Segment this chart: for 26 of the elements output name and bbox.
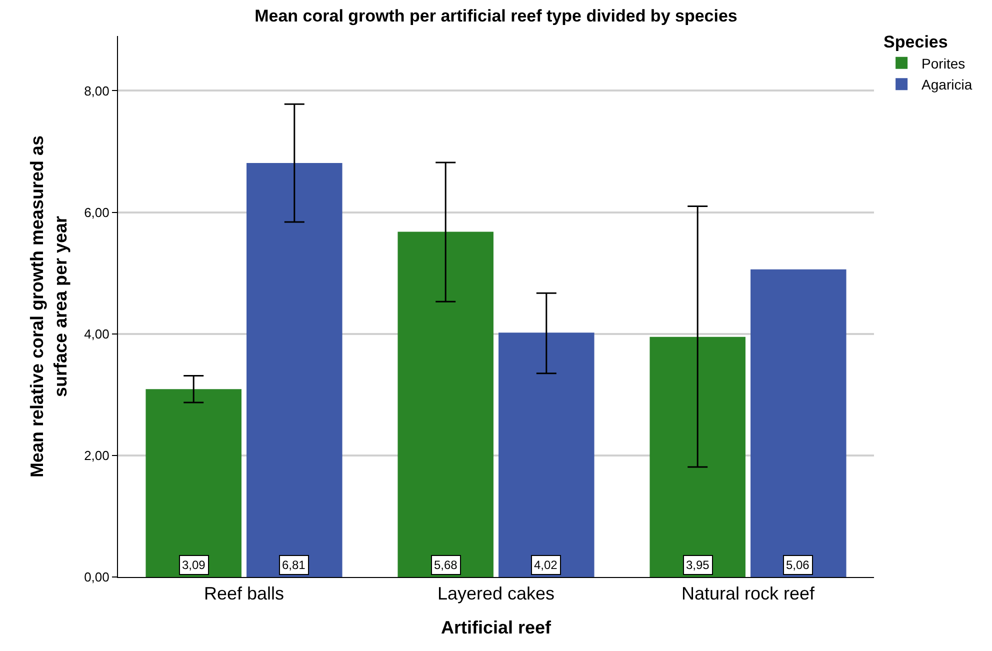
data-label: 3,09 [182, 558, 206, 572]
legend-label: Porites [922, 55, 966, 72]
data-label: 5,06 [786, 558, 810, 572]
bar [498, 332, 594, 577]
data-label: 4,02 [534, 558, 558, 572]
bar [750, 269, 846, 577]
x-axis-title: Artificial reef [440, 618, 552, 638]
data-label: 3,95 [686, 558, 710, 572]
chart-title: Mean coral growth per artificial reef type divided by species [254, 6, 738, 26]
y-tick-label: 8,00 [84, 83, 110, 98]
y-tick-label: 6,00 [84, 204, 110, 220]
bar [246, 163, 342, 577]
legend-title: Species [884, 32, 948, 52]
bar [650, 336, 746, 577]
legend-label: Agaricia [922, 76, 972, 93]
data-label: 6,81 [282, 558, 306, 572]
y-tick-label: 0,00 [84, 570, 110, 585]
data-label: 5,68 [434, 558, 458, 572]
x-tick-label: Layered cakes [437, 584, 555, 604]
x-tick-label: Natural rock reef [681, 584, 816, 604]
bar [146, 389, 242, 577]
y-tick-label: 4,00 [84, 326, 110, 342]
y-tick-label: 2,00 [84, 448, 110, 463]
y-axis-title: Mean relative coral growth measured as surface area per year [26, 135, 70, 478]
bar [398, 232, 494, 577]
x-tick-label: Reef balls [204, 584, 284, 604]
